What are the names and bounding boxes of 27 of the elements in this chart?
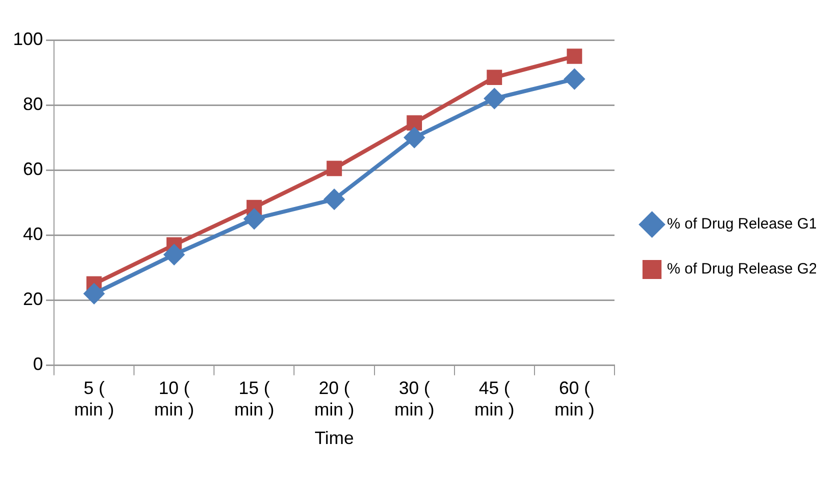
legend-label: % of Drug Release G2 xyxy=(667,260,818,278)
legend-label: % of Drug Release G1 xyxy=(667,216,818,233)
y-tick-label: 40 xyxy=(23,224,44,244)
point xyxy=(566,48,582,64)
point xyxy=(164,244,184,265)
x-tick-label: 45 ( min ) xyxy=(474,378,514,420)
y-tick-label: 20 xyxy=(23,289,44,310)
x-tick-label: 5 ( min ) xyxy=(74,378,114,420)
x-tick-label: 30 ( min ) xyxy=(394,378,434,420)
x-axis-title: Time xyxy=(314,428,354,448)
y-tick-label: 80 xyxy=(23,94,44,114)
y-tick-label: 0 xyxy=(33,354,44,374)
x-tick-label: 15 ( min ) xyxy=(234,378,274,420)
point xyxy=(326,160,342,176)
x-tick-label: 20 ( min ) xyxy=(314,378,354,420)
y-tick-label: 100 xyxy=(12,28,44,49)
x-tick-label: 60 ( min ) xyxy=(554,378,594,420)
point xyxy=(244,208,264,229)
point xyxy=(564,69,584,90)
point xyxy=(484,88,504,109)
point xyxy=(324,189,344,210)
point xyxy=(486,70,502,86)
x-tick-label: 10 ( min ) xyxy=(154,378,194,420)
point xyxy=(84,284,104,304)
y-tick-label: 60 xyxy=(23,159,44,180)
point xyxy=(406,115,422,131)
point xyxy=(404,128,424,148)
